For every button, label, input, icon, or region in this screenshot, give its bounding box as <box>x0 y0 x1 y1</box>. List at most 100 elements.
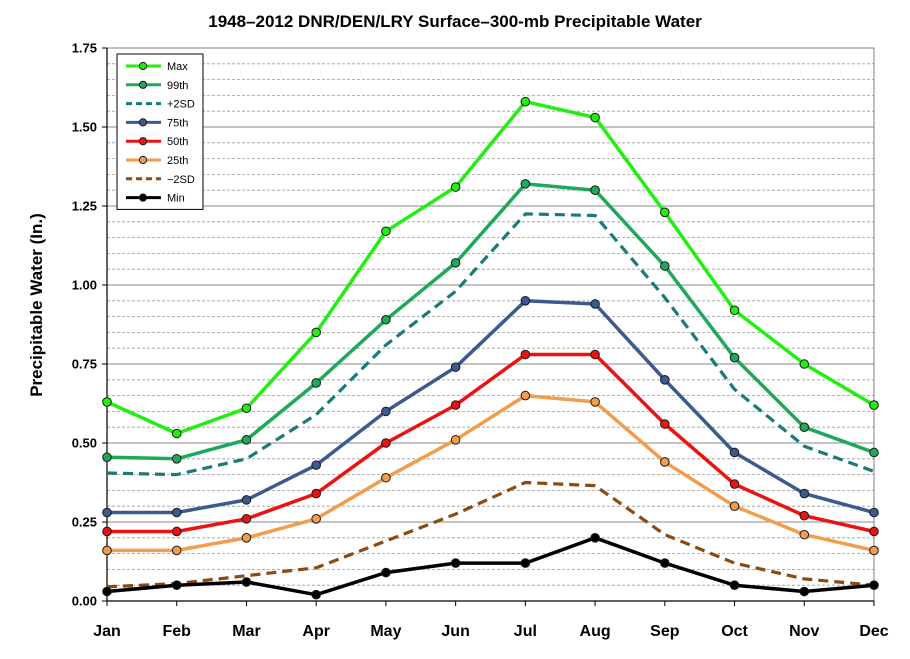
data-point <box>171 545 182 556</box>
data-point <box>381 406 391 417</box>
axes: 0.00 0.25 0.50 0.75 1.00 1.25 1.50 1.75 Jan Feb Ma… <box>72 41 889 641</box>
legend-entry: Max <box>126 61 188 73</box>
series-max <box>102 96 879 439</box>
data-point <box>799 359 810 369</box>
data-point <box>520 390 531 401</box>
data-point <box>241 435 252 445</box>
series-line <box>107 299 875 515</box>
legend-entry: −2SD <box>126 174 195 186</box>
y-tick-label: 1.50 <box>72 120 97 135</box>
series-line <box>107 393 875 553</box>
legend-label: 50th <box>167 136 188 148</box>
data-point <box>799 422 810 433</box>
data-point <box>381 567 391 578</box>
legend-label: Max <box>167 61 188 73</box>
data-point <box>450 182 461 192</box>
y-tick-label: 1.00 <box>72 278 97 293</box>
data-point <box>729 501 740 512</box>
data-point <box>729 580 740 591</box>
x-tick-label: Mar <box>232 623 260 640</box>
data-point <box>799 586 810 597</box>
data-point <box>241 403 252 414</box>
data-point <box>660 419 670 429</box>
legend-swatch-marker <box>138 80 148 89</box>
legend-swatch-marker <box>138 61 148 71</box>
data-point <box>450 258 461 268</box>
legend-swatch-marker <box>138 193 148 202</box>
data-point <box>171 580 182 591</box>
series-line <box>106 182 875 461</box>
data-point <box>520 558 531 568</box>
x-tick-label: Apr <box>302 623 330 640</box>
x-tick-label: Aug <box>580 623 611 640</box>
legend-label: −2SD <box>167 174 195 186</box>
data-point <box>590 299 600 309</box>
data-point <box>102 526 112 537</box>
legend-entry: 25th <box>126 155 188 167</box>
legend-swatch-marker <box>138 137 148 146</box>
x-tick-label: Nov <box>789 623 819 640</box>
data-point <box>660 375 670 385</box>
legend-entry: 50th <box>126 136 188 148</box>
legend-entry: +2SD <box>126 99 195 111</box>
series-75th <box>102 296 879 518</box>
x-tick-label: Jul <box>514 623 537 640</box>
series-line <box>106 536 875 597</box>
y-tick-label: 1.25 <box>72 199 97 214</box>
data-point <box>241 533 252 543</box>
x-tick-label: Oct <box>721 623 748 640</box>
data-point <box>590 112 600 123</box>
series-50th <box>102 349 879 537</box>
data-point <box>869 580 879 591</box>
data-point <box>450 400 461 410</box>
series-2sd <box>106 480 875 589</box>
data-point <box>311 378 321 388</box>
data-point <box>311 327 321 338</box>
data-point <box>381 438 391 448</box>
data-point <box>450 362 461 372</box>
data-point <box>869 507 879 518</box>
data-point <box>102 586 112 597</box>
x-tick-label: Jan <box>93 623 121 640</box>
series-25th <box>102 390 879 556</box>
data-point <box>102 397 112 407</box>
series-line <box>106 99 875 436</box>
data-point <box>729 352 740 363</box>
legend-swatch-marker <box>138 118 148 127</box>
series-line <box>106 212 875 477</box>
series-2sd <box>106 212 875 477</box>
data-point <box>381 226 391 237</box>
data-point <box>171 428 182 439</box>
data-point <box>590 397 600 407</box>
data-point <box>241 577 252 587</box>
x-tick-label: May <box>370 623 401 640</box>
data-point <box>102 545 112 556</box>
legend-label: 99th <box>167 80 188 92</box>
data-point <box>171 507 182 518</box>
data-point <box>660 457 670 467</box>
data-point <box>102 507 112 518</box>
data-point <box>660 207 670 218</box>
data-point <box>311 460 321 470</box>
y-tick-label: 0.25 <box>72 515 97 530</box>
legend-entry: Min <box>126 193 185 205</box>
series-line <box>106 480 875 589</box>
data-point <box>381 472 391 483</box>
data-point <box>799 488 810 499</box>
data-point <box>799 510 810 521</box>
data-point <box>171 454 182 464</box>
x-tick-label: Dec <box>859 623 888 640</box>
data-point <box>450 435 461 445</box>
data-point <box>799 529 810 540</box>
x-tick-label: Jun <box>441 623 469 640</box>
data-point <box>311 488 321 499</box>
y-tick-label: 0.00 <box>72 594 97 609</box>
legend: Max 99th +2SD 75th 50th 25th −2SD Min <box>116 53 204 210</box>
data-point <box>241 495 252 505</box>
x-tick-label: Feb <box>163 623 192 640</box>
data-point <box>241 514 252 524</box>
data-point <box>311 589 321 600</box>
y-tick-label: 0.50 <box>72 436 97 451</box>
data-point <box>729 479 740 489</box>
data-point <box>520 96 531 107</box>
